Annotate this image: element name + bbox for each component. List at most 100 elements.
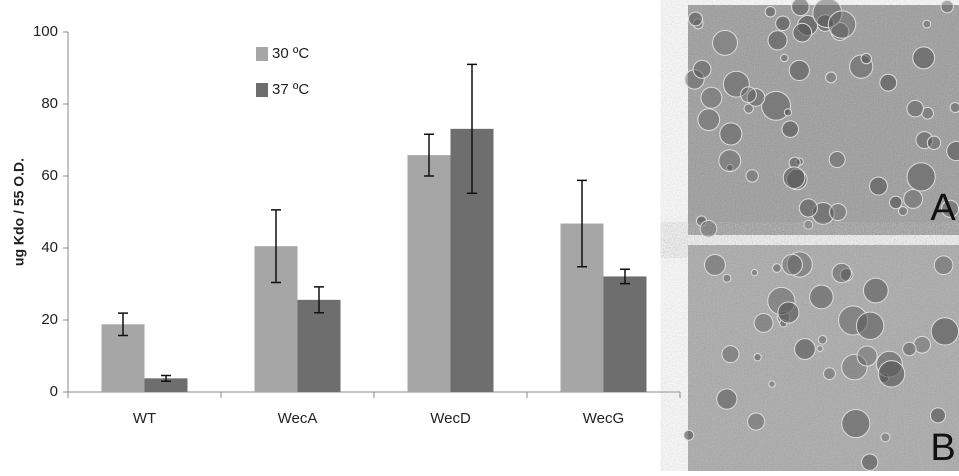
vesicle <box>684 69 705 90</box>
vesicle <box>823 367 836 381</box>
bar <box>144 378 188 392</box>
error-bar <box>467 63 477 195</box>
vesicle <box>868 176 888 196</box>
vesicle <box>879 73 898 92</box>
vesicle <box>817 335 828 345</box>
vesicle <box>791 0 810 17</box>
vesicle <box>783 108 793 117</box>
vesicle <box>798 198 818 218</box>
vesicle <box>816 345 824 353</box>
legend-label: 37 ºC <box>272 81 309 98</box>
vesicle <box>712 29 739 56</box>
error-bar <box>314 286 324 314</box>
vesicle <box>940 0 954 14</box>
vesicle <box>700 86 723 109</box>
vesicle <box>794 338 816 360</box>
error-bar <box>424 133 434 177</box>
vesicle <box>906 99 924 118</box>
y-tick-label: 20 <box>41 311 58 328</box>
vesicle <box>861 453 879 471</box>
vesicle <box>856 345 878 367</box>
vesicle <box>860 52 872 65</box>
vesicle <box>747 412 766 431</box>
legend-swatch <box>256 83 268 97</box>
vesicle <box>946 141 959 162</box>
vesicle <box>753 313 774 333</box>
vesicle <box>788 59 810 81</box>
vesicle <box>825 71 837 84</box>
vesicle <box>750 268 759 277</box>
legend-label: 30 ºC <box>272 45 309 62</box>
vesicle <box>722 70 750 98</box>
vesicle <box>780 53 789 63</box>
vesicle <box>753 353 762 362</box>
vesicle <box>933 255 954 276</box>
panel-label: B <box>930 427 955 469</box>
vesicle <box>841 409 871 439</box>
vesicle <box>949 101 959 114</box>
vesicle <box>889 195 903 210</box>
vesicle <box>772 263 782 273</box>
y-tick-label: 40 <box>41 239 58 256</box>
vesicle <box>803 219 814 230</box>
panel-label: A <box>930 187 956 229</box>
vesicle <box>915 131 934 150</box>
vesicle <box>721 345 740 364</box>
x-tick-label: WecG <box>583 410 624 427</box>
vesicle <box>716 388 738 410</box>
vesicle <box>930 317 959 346</box>
vesicle <box>877 360 906 388</box>
vesicle <box>726 163 734 172</box>
bar <box>297 299 341 392</box>
vesicle <box>687 11 703 27</box>
y-tick-label: 80 <box>41 95 58 112</box>
vesicle <box>906 162 936 192</box>
y-tick-label: 0 <box>50 383 58 400</box>
vesicle <box>929 407 947 424</box>
vesicle <box>745 169 759 183</box>
error-bar <box>271 209 281 284</box>
vesicle <box>718 149 742 173</box>
vesicle <box>827 10 857 39</box>
vesicle <box>862 277 889 304</box>
vesicle <box>841 353 868 381</box>
y-axis-label: ug Kdo / 55 O.D. <box>11 158 27 266</box>
vesicle <box>761 90 792 121</box>
vesicle <box>740 86 757 104</box>
vesicle <box>777 301 800 324</box>
vesicle <box>902 341 917 357</box>
bar <box>603 276 647 392</box>
vesicle <box>926 135 942 150</box>
vesicle <box>828 150 846 169</box>
vesicle <box>719 122 743 146</box>
vesicle <box>880 432 891 443</box>
vesicle <box>782 166 806 189</box>
micrograph-b <box>683 245 959 471</box>
vesicle <box>767 30 788 51</box>
error-bar <box>577 179 587 268</box>
error-bar <box>620 268 630 285</box>
vesicle <box>786 251 813 278</box>
bar <box>407 155 451 392</box>
vesicle <box>812 0 843 29</box>
vesicle <box>922 19 932 29</box>
vesicle <box>722 273 732 283</box>
vesicle <box>855 311 885 340</box>
vesicle <box>764 6 777 18</box>
error-bar <box>118 312 128 337</box>
vesicle <box>683 429 695 441</box>
vesicle <box>704 254 726 276</box>
vesicle <box>828 203 847 222</box>
legend-swatch <box>256 47 268 61</box>
vesicle <box>809 284 834 310</box>
vesicle <box>903 188 924 209</box>
vesicle <box>775 15 791 32</box>
x-tick-label: WecA <box>278 410 318 427</box>
vesicle <box>743 103 754 114</box>
micrograph-a <box>684 0 959 238</box>
y-tick-label: 100 <box>33 23 58 40</box>
vesicle <box>781 120 799 138</box>
vesicle <box>831 262 852 284</box>
vesicle <box>768 380 776 388</box>
vesicle <box>792 22 813 43</box>
